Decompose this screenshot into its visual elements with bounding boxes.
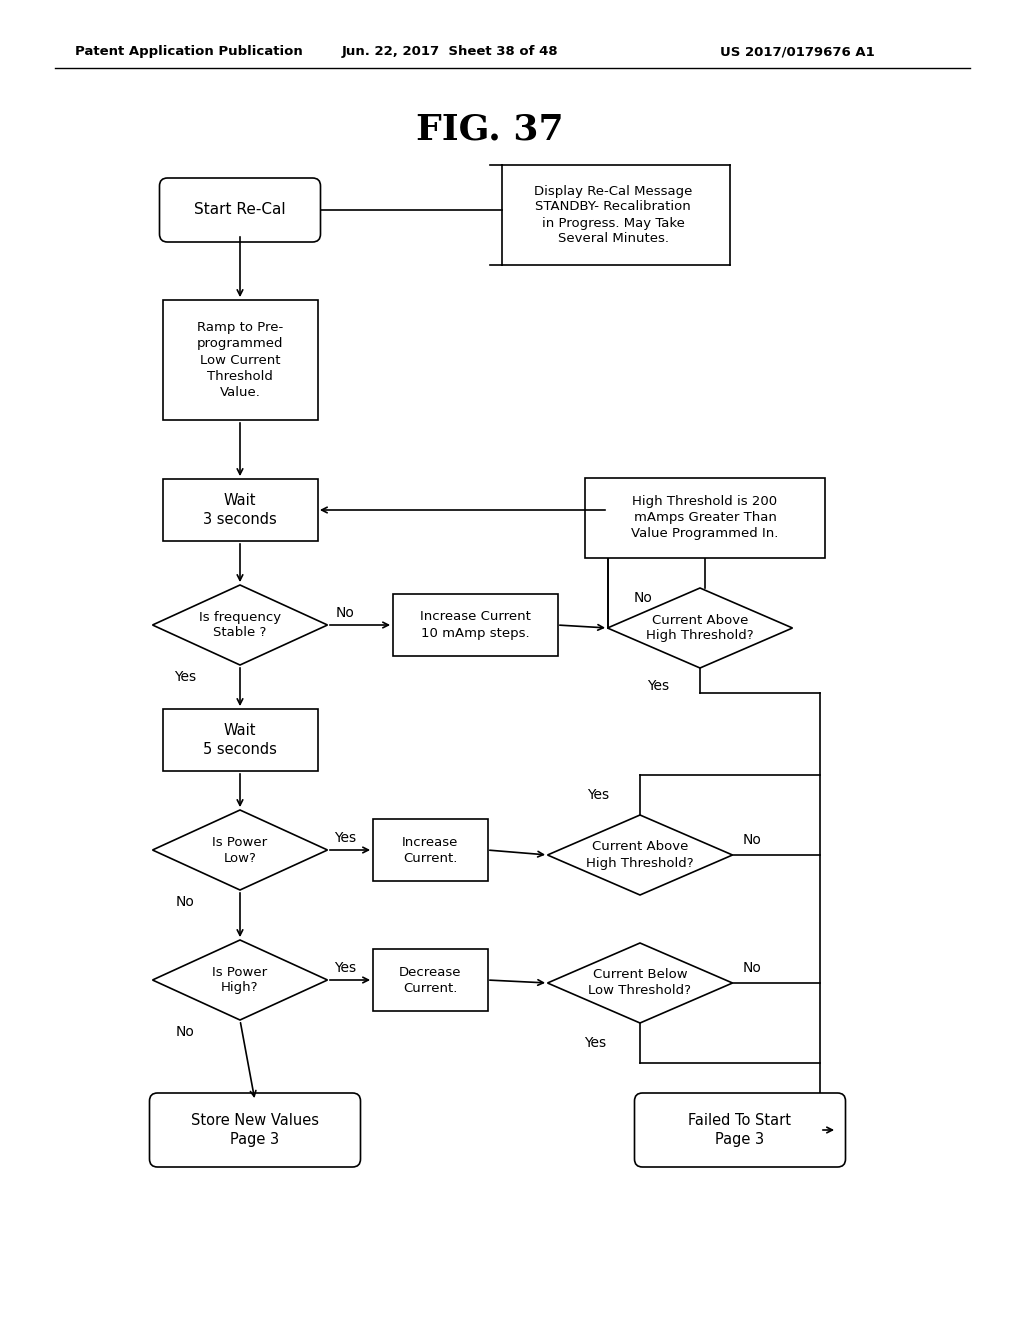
Text: Store New Values
Page 3: Store New Values Page 3 bbox=[191, 1113, 319, 1147]
Bar bbox=[373, 818, 487, 880]
Text: Display Re-Cal Message
STANDBY- Recalibration
in Progress. May Take
Several Minu: Display Re-Cal Message STANDBY- Recalibr… bbox=[534, 185, 692, 246]
Text: Is Power
High?: Is Power High? bbox=[212, 965, 267, 994]
Text: Yes: Yes bbox=[174, 671, 196, 684]
Text: Yes: Yes bbox=[647, 678, 669, 693]
Polygon shape bbox=[153, 940, 328, 1020]
Polygon shape bbox=[548, 942, 732, 1023]
Polygon shape bbox=[548, 814, 732, 895]
Text: Is frequency
Stable ?: Is frequency Stable ? bbox=[199, 610, 281, 639]
Bar bbox=[392, 594, 557, 656]
Text: Yes: Yes bbox=[584, 1036, 606, 1049]
Text: Yes: Yes bbox=[587, 788, 609, 803]
Text: No: No bbox=[175, 1026, 195, 1039]
Polygon shape bbox=[607, 587, 793, 668]
Text: Current Below
Low Threshold?: Current Below Low Threshold? bbox=[589, 969, 691, 998]
Text: No: No bbox=[742, 961, 762, 975]
Text: Patent Application Publication: Patent Application Publication bbox=[75, 45, 303, 58]
Text: US 2017/0179676 A1: US 2017/0179676 A1 bbox=[720, 45, 874, 58]
Bar bbox=[163, 479, 317, 541]
Polygon shape bbox=[153, 810, 328, 890]
Text: Failed To Start
Page 3: Failed To Start Page 3 bbox=[688, 1113, 792, 1147]
Text: Start Re-Cal: Start Re-Cal bbox=[195, 202, 286, 218]
Polygon shape bbox=[153, 585, 328, 665]
FancyBboxPatch shape bbox=[160, 178, 321, 242]
Bar bbox=[163, 300, 317, 420]
Text: Decrease
Current.: Decrease Current. bbox=[398, 965, 461, 994]
Text: Yes: Yes bbox=[334, 832, 356, 845]
Text: Yes: Yes bbox=[334, 961, 356, 975]
Bar bbox=[163, 709, 317, 771]
Text: No: No bbox=[634, 591, 652, 605]
Text: No: No bbox=[175, 895, 195, 909]
Text: Jun. 22, 2017  Sheet 38 of 48: Jun. 22, 2017 Sheet 38 of 48 bbox=[342, 45, 558, 58]
Text: Wait
5 seconds: Wait 5 seconds bbox=[203, 723, 276, 756]
Text: Current Above
High Threshold?: Current Above High Threshold? bbox=[646, 614, 754, 643]
Text: Wait
3 seconds: Wait 3 seconds bbox=[203, 494, 276, 527]
FancyBboxPatch shape bbox=[150, 1093, 360, 1167]
Bar bbox=[373, 949, 487, 1011]
Text: High Threshold is 200
mAmps Greater Than
Value Programmed In.: High Threshold is 200 mAmps Greater Than… bbox=[632, 495, 778, 540]
Text: No: No bbox=[742, 833, 762, 847]
Text: No: No bbox=[336, 606, 354, 620]
Text: Is Power
Low?: Is Power Low? bbox=[212, 836, 267, 865]
FancyBboxPatch shape bbox=[635, 1093, 846, 1167]
Text: Ramp to Pre-
programmed
Low Current
Threshold
Value.: Ramp to Pre- programmed Low Current Thre… bbox=[197, 322, 284, 399]
Text: FIG. 37: FIG. 37 bbox=[416, 114, 564, 147]
Text: Current Above
High Threshold?: Current Above High Threshold? bbox=[586, 841, 694, 870]
Text: Increase Current
10 mAmp steps.: Increase Current 10 mAmp steps. bbox=[420, 610, 530, 639]
Bar bbox=[585, 478, 825, 558]
Text: Increase
Current.: Increase Current. bbox=[401, 836, 458, 865]
